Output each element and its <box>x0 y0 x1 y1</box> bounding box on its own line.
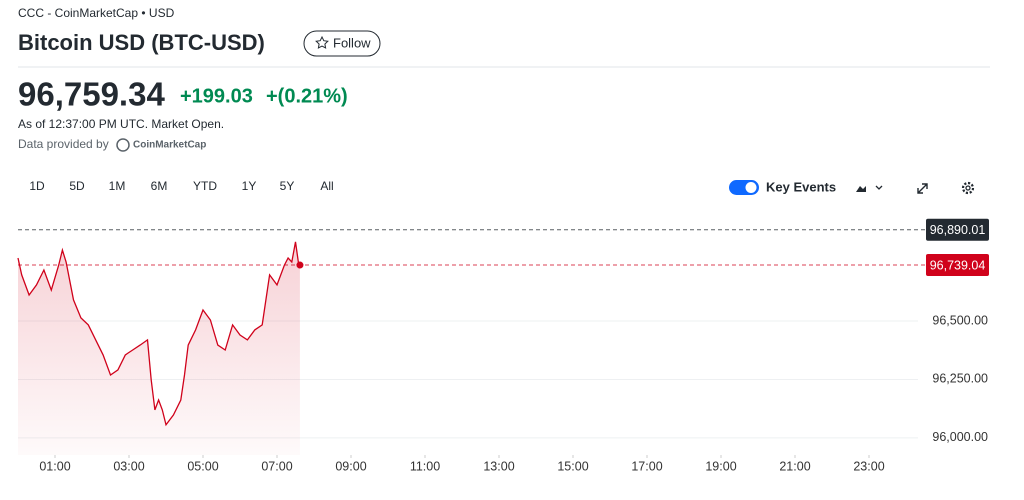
reference-badge <box>926 254 989 277</box>
range-button[interactable]: 6M <box>151 179 168 193</box>
x-tick-label: 05:00 <box>187 459 218 473</box>
price-line <box>17 241 301 427</box>
as-of: As of 12:37:00 PM UTC. Market Open. <box>18 117 224 131</box>
change-percent: +(0.21%) <box>266 85 348 107</box>
x-tick-label: 07:00 <box>261 459 292 473</box>
range-button[interactable]: 1Y <box>242 179 257 193</box>
range-bar: 1D 5D 1M 6M YTD 1Y 5Y All <box>29 179 333 193</box>
provider: CoinMarketCap <box>133 140 206 151</box>
x-tick-label: 19:00 <box>705 459 736 473</box>
expand-icon[interactable] <box>917 183 928 194</box>
range-button[interactable]: 1M <box>109 179 126 193</box>
x-tick-label: 11:00 <box>410 459 440 473</box>
provider-logo <box>116 138 130 152</box>
change: +199.03 <box>180 85 253 107</box>
x-tick-label: 17:00 <box>631 459 662 473</box>
follow-outline[interactable] <box>303 30 381 57</box>
settings-icon[interactable] <box>961 181 975 195</box>
follow-label[interactable]: Follow <box>333 35 371 50</box>
chart: 96,000.00 96,250.00 96,500.00 01:00 03:00 05:… <box>17 218 989 473</box>
reference-label: 96,890.01 <box>930 223 986 237</box>
follow-button[interactable]: Follow <box>303 30 381 57</box>
title: Bitcoin USD (BTC-USD) <box>18 30 265 55</box>
range-button[interactable]: 5D <box>69 179 85 193</box>
x-tick-label: 03:00 <box>113 459 144 473</box>
chart-type-icon[interactable] <box>856 186 866 192</box>
toggle-knob[interactable] <box>745 182 757 193</box>
x-tick-label: 23:00 <box>853 459 884 473</box>
reference-label: 96,739.04 <box>930 258 986 272</box>
area-fill <box>18 241 300 455</box>
provided-by: Data provided by <box>18 137 109 151</box>
y-tick-label: 96,000.00 <box>932 430 988 444</box>
x-tick-label: 15:00 <box>557 459 588 473</box>
price: 96,759.34 <box>18 76 165 113</box>
star-icon[interactable] <box>315 35 329 49</box>
y-tick-label: 96,500.00 <box>932 313 988 327</box>
range-button[interactable]: 1D <box>29 179 45 193</box>
settings-hub[interactable] <box>965 185 971 191</box>
x-tick-label: 13:00 <box>483 459 514 473</box>
range-button[interactable]: 5Y <box>280 179 295 193</box>
x-tick-label: 09:00 <box>335 459 366 473</box>
y-tick-label: 96,250.00 <box>932 372 988 386</box>
breadcrumb: CCC - CoinMarketCap • USD <box>18 6 175 20</box>
reference-badge <box>926 218 989 241</box>
range-button[interactable]: YTD <box>193 179 217 193</box>
dropdown-caret[interactable] <box>875 185 883 190</box>
range-button[interactable]: All <box>320 179 333 193</box>
x-tick-label: 01:00 <box>39 459 70 473</box>
key-events[interactable]: Key Events <box>766 179 836 194</box>
x-tick-label: 21:00 <box>779 459 810 473</box>
